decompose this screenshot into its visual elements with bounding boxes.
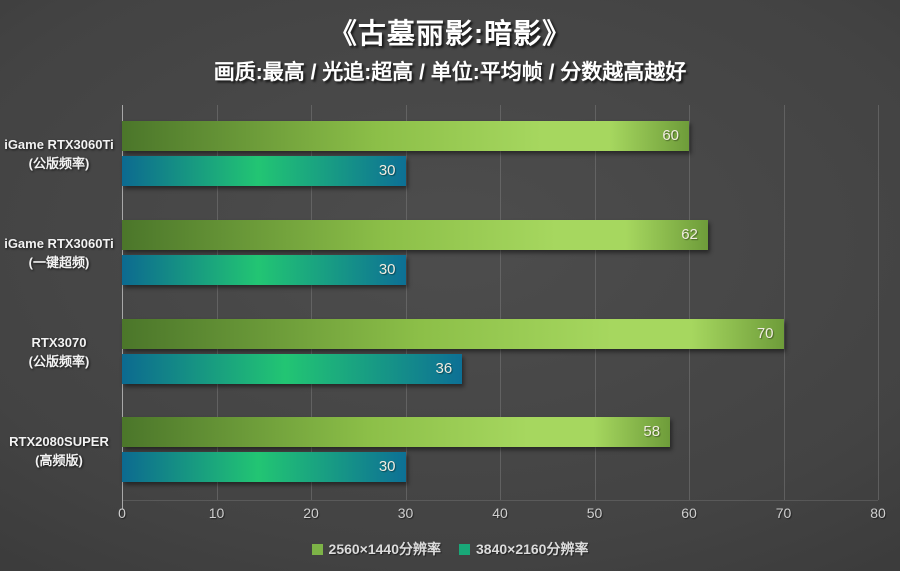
x-tick-label: 30 — [397, 505, 414, 521]
legend-marker-icon — [311, 543, 323, 555]
category-label: iGame RTX3060Ti (公版频率) — [0, 135, 118, 173]
bar-series2-group3: 36 — [122, 353, 463, 384]
x-tick-label: 40 — [492, 505, 508, 521]
legend-item-series1: 2560×1440分辨率 — [311, 539, 441, 559]
gridline — [405, 105, 407, 500]
x-tick-label: 80 — [870, 505, 886, 521]
bar-series1-group1: 60 — [122, 121, 689, 151]
legend-label: 2560×1440分辨率 — [328, 541, 441, 557]
category-label: RTX3070 (公版频率) — [0, 333, 118, 371]
category-label-line1: iGame RTX3060Ti — [4, 236, 114, 252]
x-tick-label: 50 — [586, 505, 603, 521]
bar-series1-group4: 58 — [122, 417, 671, 448]
category-label-line1: RTX3070 — [31, 334, 87, 350]
gridline — [878, 105, 879, 500]
gridline — [216, 105, 218, 500]
x-tick-label: 0 — [118, 505, 126, 521]
bar-series1-group2: 62 — [122, 219, 708, 250]
bar-series2-group2: 30 — [122, 254, 406, 285]
x-tick-label: 20 — [303, 505, 319, 521]
gridline — [311, 105, 312, 500]
x-tick-label: 70 — [775, 505, 792, 521]
x-tick-label: 10 — [208, 505, 225, 521]
plot-area: 60 30 62 30 70 36 58 30 — [122, 105, 879, 509]
bar-series2-group1: 30 — [122, 156, 406, 186]
chart-title: 《古墓丽影:暗影》 — [328, 18, 572, 49]
bar-value-label: 30 — [378, 162, 396, 179]
y-axis-line — [122, 105, 123, 509]
bar-value-label: 60 — [662, 127, 679, 144]
bar-value-label: 30 — [378, 260, 396, 278]
bar-value-label: 58 — [643, 423, 661, 441]
x-tick-label: 60 — [681, 505, 697, 521]
category-label-line1: iGame RTX3060Ti — [4, 137, 114, 153]
gridline — [500, 105, 501, 500]
chart-subtitle: 画质:最高 / 光追:超高 / 单位:平均帧 / 分数越高越好 — [213, 61, 687, 84]
category-label: iGame RTX3060Ti (一键超频) — [0, 234, 118, 272]
bar-series1-group3: 70 — [122, 318, 784, 349]
bar-value-label: 70 — [756, 324, 774, 342]
bar-value-label: 30 — [378, 458, 396, 476]
legend-label: 3840×2160分辨率 — [476, 541, 589, 557]
gridline — [783, 105, 785, 500]
bar-series2-group4: 30 — [122, 452, 406, 483]
legend-marker-icon — [459, 543, 470, 555]
bar-value-label: 62 — [681, 225, 698, 243]
category-label-line1: RTX2080SUPER — [9, 433, 109, 449]
category-label-line2: (高频版) — [35, 452, 83, 468]
legend: 2560×1440分辨率 3840×2160分辨率 — [0, 539, 900, 559]
category-label-line2: (公版频率) — [28, 353, 90, 369]
legend-item-series2: 3840×2160分辨率 — [459, 539, 588, 559]
category-label-line2: (一键超频) — [28, 255, 90, 271]
category-label-line2: (公版频率) — [28, 156, 90, 172]
category-label: RTX2080SUPER (高频版) — [0, 432, 118, 470]
bar-value-label: 36 — [435, 359, 453, 377]
gridline — [594, 105, 596, 500]
gridline — [689, 105, 690, 500]
